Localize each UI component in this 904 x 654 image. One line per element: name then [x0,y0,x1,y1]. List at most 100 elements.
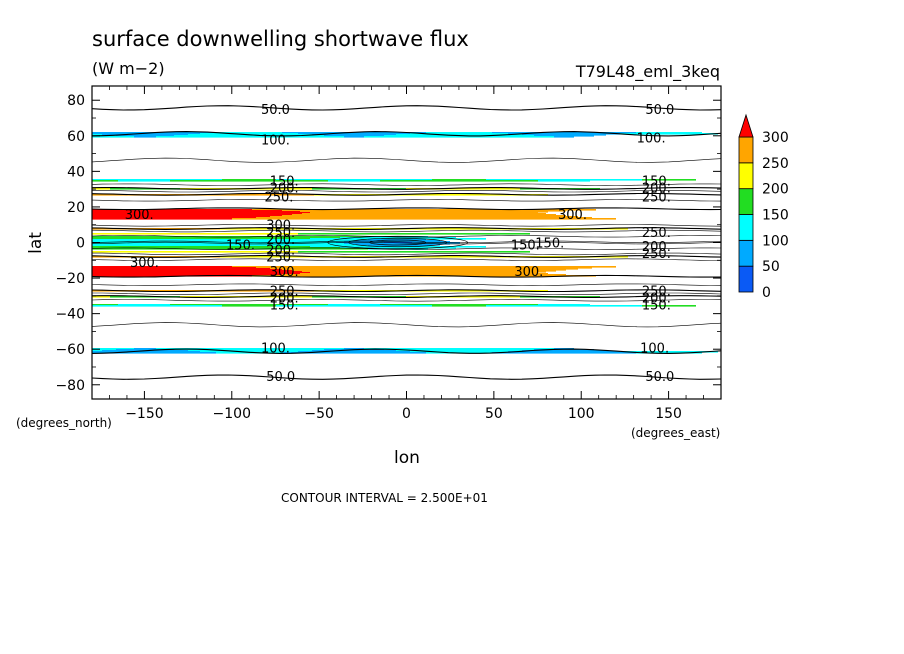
contour-line [91,289,722,293]
contour-fill-cell [110,188,180,190]
x-tick-label: 50 [485,406,503,422]
contour-fill-cell [92,211,300,213]
contour-fill-cell [116,349,174,351]
contour-fill-cell [118,180,170,182]
colorbar-label: 0 [762,285,771,301]
contour-label: 50.0 [645,370,674,385]
contour-fill-cell [92,352,216,354]
contour-fill-cell [636,352,702,354]
contour-label: 100. [640,341,669,356]
contour-fill-cell [92,179,222,181]
x-tick-label: 100 [568,406,595,422]
contour-label: 200. [270,292,299,307]
contour-line [91,207,722,211]
contour-fill-cell [312,134,396,136]
contour-fill-cell [220,228,628,230]
x-axis: −150 −100 −50 0 50 100 150 [109,86,722,422]
contour-line [91,105,722,111]
x-tick-label: 150 [655,406,682,422]
y-tick-label: −40 [55,307,85,323]
contour-fill-cell [216,132,282,134]
contour-label: 200. [642,181,671,196]
contour-label: 300. [514,265,543,280]
contour-label: 250. [642,285,671,300]
contour-label: 50.0 [645,103,674,118]
contour-fill-cell [222,305,276,307]
contour-fill-cell [486,179,642,181]
contour-fill-cell [276,305,432,307]
contour-fill-cell [282,210,566,212]
colorbar-swatch [738,214,754,241]
contour-label: 100. [261,133,290,148]
contour-line [91,295,722,298]
experiment-name: T79L48_eml_3keq [575,62,720,82]
contour-fill-cell [256,217,592,219]
contour-fill-cell [314,290,548,292]
x-tick-label: −100 [213,406,251,422]
contour-label: 250. [642,247,671,262]
contour-fill-cell [328,180,380,182]
y-tick-label: 60 [67,129,85,145]
contour-fill-cell [92,305,222,307]
contour-fill-cell [92,296,110,298]
chart-units: (W m−2) [92,59,165,78]
contour-fill-cell [620,351,718,353]
contour-label: 200. [642,292,671,307]
contour-line [91,183,722,186]
contour-line [91,299,722,302]
contour-fill-cell [324,135,384,137]
contour-fill-cell [642,179,696,181]
contour-fill-cell [328,304,380,306]
chart-title: surface downwelling shortwave flux [92,27,469,51]
contour-line [92,252,722,256]
contour-fill-cell [92,351,200,353]
contour-fill-cell [92,266,232,268]
contour-fill-cell [92,273,300,275]
contour-fill-cell [92,217,256,219]
contour-fill-cell [92,274,282,276]
contour-fill-cell [344,243,450,245]
y-axis-label: lat [26,232,46,254]
y-tick-label: −80 [55,378,85,394]
contour-fill-cell [174,135,324,137]
contour-fill-cell [92,350,102,352]
contour-fill-cell [92,349,116,351]
contour-fill-cell [92,269,282,271]
colorbar-label: 100 [762,233,789,249]
colorbar-swatch [738,265,754,293]
contour-line [91,247,722,250]
colorbar-swatch [738,162,754,190]
contour-fill-cell [292,214,556,216]
contour-fill-cell [534,349,594,351]
contour-fill-cell [118,304,170,306]
contour-fill-cell [522,350,606,352]
contour-fill-cell [188,350,312,352]
contour-fill-cell [492,132,636,134]
contour-line [91,227,722,230]
contour-line [348,237,448,248]
contour-fill-cell [92,213,302,215]
contour-fill-cell [92,188,110,190]
contour-fill-cell [92,239,368,241]
contour-fill-cell [298,251,530,253]
contour-fill-cell [270,268,578,270]
contour-fill-cell [340,247,456,249]
contour-line [91,240,722,244]
contour-line [91,229,722,233]
contour-fill-cell [534,135,594,137]
contour-fill-cell [92,218,232,220]
contour-fill-cell [396,350,522,352]
contour-fill-cell [92,244,356,246]
contour-interval: CONTOUR INTERVAL = 2.500E+01 [281,491,488,505]
contour-line [91,131,722,137]
contour-fill-cell [92,209,252,211]
contour-fill-cell [282,274,566,276]
contour-fill-cell [200,133,298,135]
plot-area [91,105,722,380]
contour-fill-cell [92,238,310,240]
contour-line [91,348,722,354]
contour-fill-cell [134,348,156,350]
contour-label: 300. [558,208,587,223]
